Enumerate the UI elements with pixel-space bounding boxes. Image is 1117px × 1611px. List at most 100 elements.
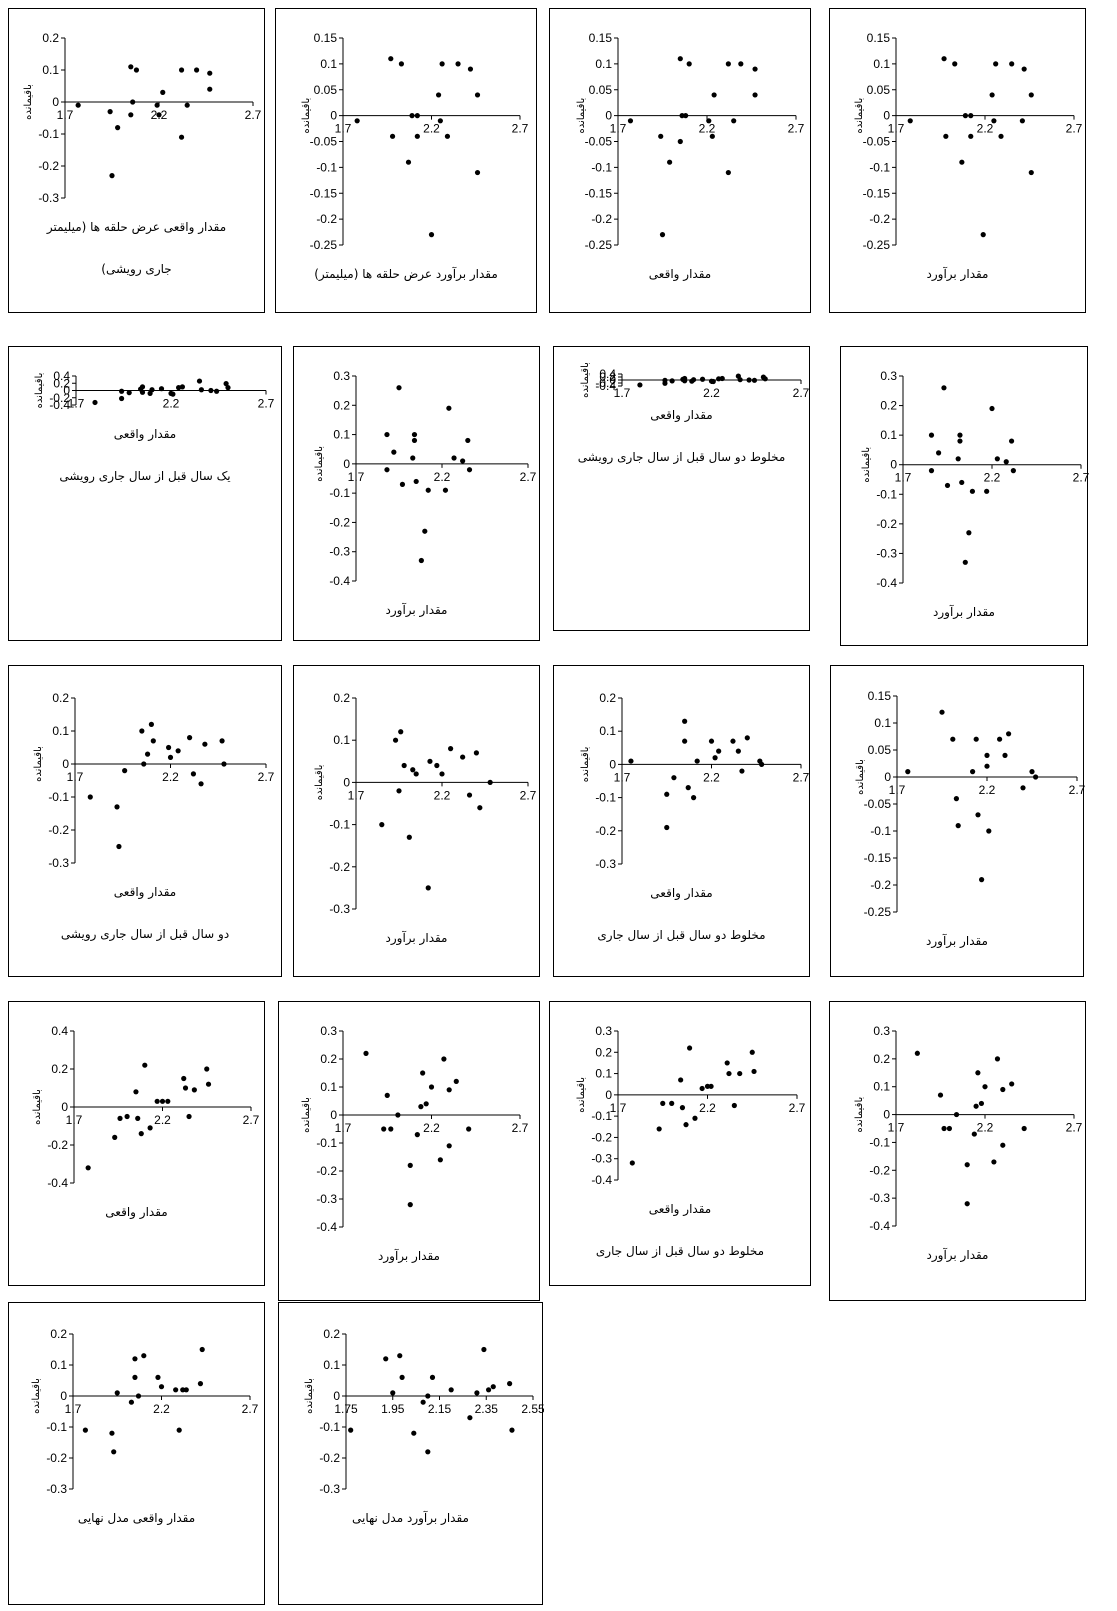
y-tick-label: 0.3 bbox=[320, 1024, 337, 1038]
data-point bbox=[726, 1070, 732, 1077]
data-point bbox=[178, 67, 185, 73]
y-tick-label: 0 bbox=[883, 109, 890, 123]
x-tick-label: 1.7 bbox=[888, 1121, 905, 1135]
y-tick-label: 0 bbox=[61, 1100, 68, 1114]
data-point bbox=[679, 113, 685, 119]
x-axis-caption: مقدار واقعی bbox=[113, 885, 177, 899]
data-point bbox=[724, 1060, 730, 1066]
data-point bbox=[678, 1077, 684, 1083]
data-point bbox=[481, 1346, 487, 1353]
y-tick-label: -0.25 bbox=[310, 238, 338, 252]
y-tick-label: 0 bbox=[333, 1389, 340, 1403]
data-point bbox=[135, 1393, 142, 1399]
x-tick-label: 2.7 bbox=[520, 788, 537, 802]
y-tick-label: -0.1 bbox=[48, 790, 69, 804]
data-point bbox=[752, 92, 758, 98]
data-point bbox=[354, 118, 360, 124]
data-point bbox=[749, 1049, 755, 1055]
data-point bbox=[959, 479, 965, 486]
chart-panel-13: 0.4 0.2 0 -0.2 -0.4 1.7 2.2 2.7 باقیمانده مقدار و… bbox=[8, 1001, 265, 1286]
data-point bbox=[156, 112, 162, 118]
data-point bbox=[716, 748, 722, 754]
data-point bbox=[170, 391, 176, 397]
data-point bbox=[986, 828, 992, 834]
data-point bbox=[975, 812, 981, 818]
y-axis-label: باقیمانده bbox=[301, 98, 312, 134]
data-point bbox=[409, 113, 415, 119]
data-point bbox=[155, 1374, 161, 1380]
x-tick-label: 2.2 bbox=[423, 1121, 440, 1135]
data-point bbox=[176, 1427, 182, 1433]
data-point bbox=[384, 1092, 390, 1098]
y-tick-label: 0 bbox=[883, 1108, 890, 1122]
x-axis-caption: مقدار برآورد bbox=[926, 934, 988, 948]
data-point bbox=[959, 159, 965, 165]
data-point bbox=[420, 1399, 426, 1405]
data-point bbox=[414, 1132, 420, 1138]
chart-panel-15: 0.3 0.2 0.1 0 -0.1 -0.2 -0.3 -0.4 1.7 2.2 2.7 باقیم… bbox=[549, 1001, 811, 1286]
y-tick-label: 0 bbox=[884, 770, 891, 784]
data-point bbox=[165, 744, 172, 751]
data-point bbox=[107, 109, 113, 115]
data-point bbox=[975, 1070, 981, 1076]
x-axis-caption: مقدار برآورد bbox=[926, 1248, 989, 1262]
data-point bbox=[692, 1115, 698, 1121]
scatter-plot: 0.4 0.2 0 -0.2 -0.4 1.7 2.2 2.7 باقیمانده bbox=[32, 1024, 260, 1190]
x-tick-label: 1.7 bbox=[57, 108, 74, 122]
data-point bbox=[411, 437, 418, 444]
data-point bbox=[441, 1056, 447, 1062]
x-tick-label: 2.2 bbox=[703, 770, 720, 784]
x-axis-caption: مقدار واقعی bbox=[105, 1205, 168, 1219]
data-point bbox=[746, 377, 752, 383]
y-tick-label: 0.05 bbox=[868, 743, 892, 757]
y-tick-label: 0 bbox=[62, 757, 69, 771]
data-point bbox=[448, 1387, 454, 1393]
x-tick-label: 2.2 bbox=[162, 770, 179, 784]
data-point bbox=[165, 1098, 171, 1104]
data-point bbox=[686, 61, 692, 67]
data-point bbox=[135, 1115, 141, 1121]
y-tick-label: 0.4 bbox=[599, 367, 616, 381]
y-tick-label: -0.05 bbox=[585, 135, 613, 149]
x-tick-label: 2.2 bbox=[153, 1402, 170, 1416]
chart-subcaption: دو سال قبل از سال جاری رویشی bbox=[60, 927, 230, 941]
data-point bbox=[1006, 731, 1012, 737]
data-point bbox=[699, 1085, 705, 1092]
scatter-plot: 0.3 0.2 0.1 0 -0.1 -0.2 -0.3 -0.4 1.7 2.2 2.7 باقیم… bbox=[861, 369, 1089, 590]
data-point bbox=[399, 1374, 405, 1380]
data-point bbox=[150, 738, 156, 744]
x-tick-label: 2.2 bbox=[163, 397, 180, 411]
data-point bbox=[444, 133, 451, 139]
data-point bbox=[427, 758, 433, 764]
x-axis-caption: مقدار برآورد bbox=[933, 605, 995, 619]
data-point bbox=[738, 61, 744, 67]
y-tick-label: -0.2 bbox=[46, 1451, 67, 1465]
y-tick-label: -0.3 bbox=[876, 546, 897, 560]
data-point bbox=[82, 1427, 88, 1433]
y-tick-label: 0.2 bbox=[52, 691, 69, 705]
data-point bbox=[751, 377, 758, 383]
data-point bbox=[418, 1104, 424, 1110]
data-point bbox=[428, 232, 435, 238]
data-point bbox=[219, 738, 225, 744]
data-point bbox=[466, 467, 473, 473]
y-tick-label: -0.3 bbox=[869, 1191, 890, 1205]
data-point bbox=[946, 1125, 952, 1132]
data-point bbox=[943, 133, 949, 139]
y-tick-label: 0 bbox=[60, 1389, 67, 1403]
x-axis-caption: مقدار واقعی bbox=[113, 427, 177, 441]
data-point bbox=[109, 1430, 115, 1436]
data-point bbox=[466, 1126, 472, 1132]
data-point bbox=[490, 1384, 496, 1390]
y-axis-label: باقیمانده bbox=[854, 1097, 865, 1133]
y-tick-label: 0.1 bbox=[873, 1080, 890, 1094]
x-tick-label: 2.7 bbox=[793, 386, 810, 400]
data-point bbox=[725, 61, 731, 67]
data-point bbox=[989, 405, 995, 412]
data-point bbox=[142, 1062, 148, 1068]
data-point bbox=[428, 1084, 435, 1090]
y-axis-label: باقیمانده bbox=[23, 84, 34, 120]
y-axis-label: باقیمانده bbox=[34, 373, 45, 409]
